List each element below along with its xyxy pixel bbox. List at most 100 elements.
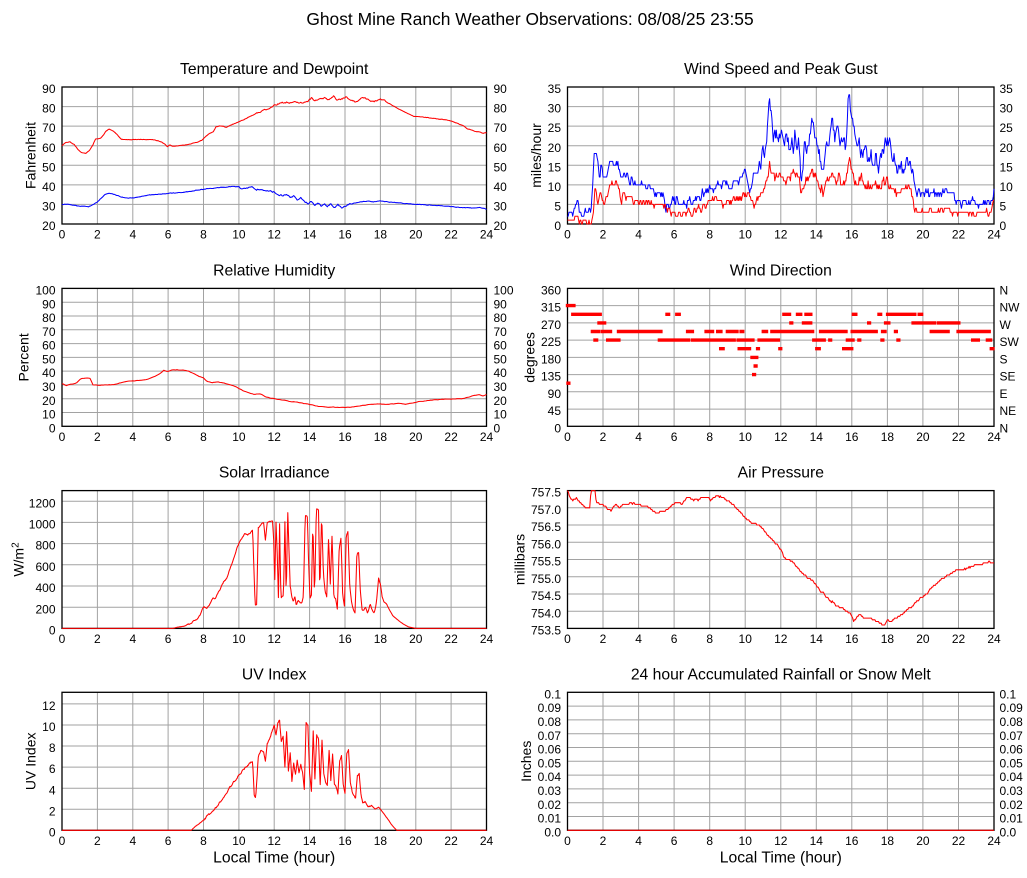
- svg-text:0.1: 0.1: [1000, 687, 1017, 701]
- svg-text:0.1: 0.1: [544, 687, 561, 701]
- svg-text:10: 10: [739, 834, 753, 848]
- svg-text:18: 18: [374, 430, 388, 444]
- svg-text:14: 14: [303, 834, 317, 848]
- svg-text:40: 40: [42, 366, 56, 380]
- svg-text:30: 30: [42, 200, 56, 214]
- svg-text:135: 135: [541, 370, 561, 384]
- svg-text:180: 180: [541, 353, 561, 367]
- svg-text:24: 24: [987, 430, 1001, 444]
- svg-text:40: 40: [494, 366, 508, 380]
- svg-text:50: 50: [42, 353, 56, 367]
- svg-text:0: 0: [59, 228, 66, 242]
- svg-text:N: N: [1000, 284, 1009, 298]
- svg-text:24: 24: [987, 228, 1001, 242]
- svg-text:2: 2: [600, 430, 607, 444]
- svg-text:14: 14: [810, 430, 824, 444]
- svg-text:Local Time (hour): Local Time (hour): [213, 849, 335, 866]
- svg-text:12: 12: [774, 834, 788, 848]
- svg-text:6: 6: [165, 430, 172, 444]
- svg-text:14: 14: [303, 632, 317, 646]
- svg-text:SE: SE: [1000, 370, 1016, 384]
- svg-text:600: 600: [35, 560, 55, 574]
- svg-text:50: 50: [494, 353, 508, 367]
- svg-text:10: 10: [548, 180, 562, 194]
- svg-text:miles/hour: miles/hour: [528, 123, 544, 188]
- svg-text:90: 90: [494, 297, 508, 311]
- svg-text:24: 24: [480, 228, 494, 242]
- svg-text:14: 14: [810, 834, 824, 848]
- svg-text:70: 70: [42, 325, 56, 339]
- svg-text:2: 2: [49, 804, 56, 818]
- svg-text:16: 16: [845, 834, 859, 848]
- svg-text:70: 70: [494, 121, 508, 135]
- svg-text:4: 4: [129, 834, 136, 848]
- svg-text:20: 20: [916, 430, 930, 444]
- svg-text:4: 4: [635, 632, 642, 646]
- svg-text:0.07: 0.07: [538, 729, 562, 743]
- svg-text:4: 4: [49, 783, 56, 797]
- svg-text:6: 6: [671, 228, 678, 242]
- svg-text:0.04: 0.04: [1000, 770, 1024, 784]
- svg-text:Relative Humidity: Relative Humidity: [213, 262, 335, 279]
- svg-text:20: 20: [42, 394, 56, 408]
- svg-text:0: 0: [49, 624, 56, 638]
- svg-text:30: 30: [548, 102, 562, 116]
- svg-text:80: 80: [42, 311, 56, 325]
- svg-text:0.08: 0.08: [538, 715, 562, 729]
- svg-text:50: 50: [494, 160, 508, 174]
- svg-text:24: 24: [480, 430, 494, 444]
- svg-text:2: 2: [600, 834, 607, 848]
- svg-text:24: 24: [480, 632, 494, 646]
- svg-text:25: 25: [548, 121, 562, 135]
- svg-text:754.5: 754.5: [531, 589, 561, 603]
- svg-text:0: 0: [564, 228, 571, 242]
- svg-text:10: 10: [739, 430, 753, 444]
- svg-text:18: 18: [881, 430, 895, 444]
- svg-text:0.03: 0.03: [538, 784, 562, 798]
- svg-text:0.09: 0.09: [1000, 701, 1024, 715]
- svg-text:755.5: 755.5: [531, 555, 561, 569]
- svg-text:40: 40: [42, 180, 56, 194]
- svg-text:6: 6: [165, 632, 172, 646]
- svg-text:30: 30: [42, 380, 56, 394]
- svg-text:24 hour Accumulated Rainfall o: 24 hour Accumulated Rainfall or Snow Mel…: [631, 666, 932, 683]
- svg-text:800: 800: [35, 539, 55, 553]
- svg-text:8: 8: [200, 834, 207, 848]
- svg-text:315: 315: [541, 301, 561, 315]
- svg-text:16: 16: [338, 430, 352, 444]
- svg-text:70: 70: [42, 121, 56, 135]
- svg-text:E: E: [1000, 387, 1008, 401]
- svg-text:360: 360: [541, 284, 561, 298]
- svg-text:Ghost Mine Ranch Weather Obser: Ghost Mine Ranch Weather Observations: 0…: [306, 9, 753, 29]
- svg-text:10: 10: [739, 228, 753, 242]
- svg-text:10: 10: [494, 408, 508, 422]
- svg-text:757.0: 757.0: [531, 503, 561, 517]
- svg-text:18: 18: [374, 834, 388, 848]
- svg-text:10: 10: [1000, 180, 1014, 194]
- svg-text:15: 15: [1000, 160, 1014, 174]
- svg-text:30: 30: [494, 200, 508, 214]
- svg-text:8: 8: [49, 741, 56, 755]
- svg-text:18: 18: [881, 632, 895, 646]
- svg-text:10: 10: [232, 834, 246, 848]
- svg-text:4: 4: [129, 430, 136, 444]
- svg-text:12: 12: [268, 228, 282, 242]
- svg-text:UV Index: UV Index: [242, 666, 307, 683]
- svg-text:1200: 1200: [29, 496, 56, 510]
- svg-text:6: 6: [671, 834, 678, 848]
- svg-text:0.08: 0.08: [1000, 715, 1024, 729]
- svg-text:0.05: 0.05: [538, 756, 562, 770]
- svg-text:0.03: 0.03: [1000, 784, 1024, 798]
- svg-text:270: 270: [541, 318, 561, 332]
- svg-text:0: 0: [564, 430, 571, 444]
- svg-text:4: 4: [635, 228, 642, 242]
- svg-text:16: 16: [845, 228, 859, 242]
- svg-text:2: 2: [94, 834, 101, 848]
- svg-text:Wind Direction: Wind Direction: [730, 262, 832, 279]
- svg-text:Wind Speed and Peak Gust: Wind Speed and Peak Gust: [684, 61, 878, 78]
- svg-text:0.05: 0.05: [1000, 756, 1024, 770]
- svg-text:0: 0: [564, 834, 571, 848]
- svg-text:0.06: 0.06: [1000, 743, 1024, 757]
- svg-text:757.5: 757.5: [531, 486, 561, 500]
- svg-text:35: 35: [548, 82, 562, 96]
